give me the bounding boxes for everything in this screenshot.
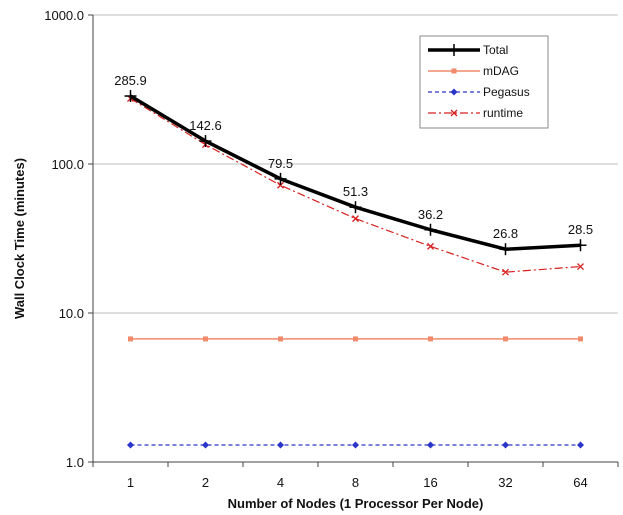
marker-stroke — [427, 242, 434, 250]
data-point-mdag — [578, 336, 583, 342]
x-tick-label: 2 — [202, 475, 209, 490]
legend-marker-mdag — [451, 68, 457, 74]
data-point-total — [574, 239, 587, 252]
data-point-runtime — [502, 268, 509, 276]
y-tick-labels: 1.0 10.0 100.0 1000.0 — [44, 8, 84, 470]
data-point-total — [499, 243, 512, 256]
y-tick-label: 100.0 — [51, 157, 84, 172]
data-label-total: 51.3 — [343, 184, 368, 199]
x-tick-label: 8 — [352, 475, 359, 490]
y-tick-label: 10.0 — [59, 306, 84, 321]
data-label-total: 28.5 — [568, 222, 593, 237]
data-label-total: 285.9 — [114, 73, 147, 88]
data-point-mdag — [203, 336, 208, 342]
y-axis-title: Wall Clock Time (minutes) — [12, 158, 27, 319]
data-point-pegasus — [577, 441, 584, 449]
data-point-mdag — [503, 336, 508, 342]
legend-label-runtime: runtime — [483, 106, 523, 120]
data-labels: 285.9 142.6 79.5 51.3 36.2 26.8 28.5 — [114, 73, 593, 241]
legend: Total mDAG Pegasus runtime — [419, 35, 549, 129]
data-point-pegasus — [127, 441, 134, 449]
data-point-runtime — [577, 263, 584, 271]
marker-stroke — [277, 181, 284, 189]
data-point-mdag — [353, 336, 358, 342]
data-point-total — [349, 201, 362, 214]
data-point-pegasus — [202, 441, 209, 449]
marker-stroke — [577, 263, 584, 271]
legend-label-total: Total — [483, 43, 508, 57]
x-axis-title: Number of Nodes (1 Processor Per Node) — [228, 496, 484, 511]
legend-label-pegasus: Pegasus — [483, 85, 530, 99]
data-label-total: 26.8 — [493, 226, 518, 241]
legend-marker-pegasus — [450, 88, 458, 96]
legend-marker-total — [448, 44, 460, 56]
x-tick-label: 4 — [277, 475, 284, 490]
data-point-total — [274, 172, 287, 185]
data-point-total — [124, 90, 137, 103]
data-point-runtime — [352, 215, 359, 223]
series — [124, 90, 587, 449]
y-tick-label: 1.0 — [66, 455, 84, 470]
data-point-pegasus — [277, 441, 284, 449]
data-label-total: 142.6 — [189, 118, 222, 133]
x-tick-labels: 1 2 4 8 16 32 64 — [127, 475, 588, 490]
x-tick-label: 64 — [573, 475, 587, 490]
y-tick-label: 1000.0 — [44, 8, 84, 23]
data-point-runtime — [277, 181, 284, 189]
data-point-runtime — [427, 242, 434, 250]
data-point-pegasus — [502, 441, 509, 449]
x-tick-label: 16 — [423, 475, 437, 490]
marker-stroke — [502, 268, 509, 276]
data-label-total: 79.5 — [268, 156, 293, 171]
data-point-pegasus — [352, 441, 359, 449]
data-point-total — [199, 135, 212, 148]
series-total — [124, 90, 587, 256]
x-tick-label: 32 — [498, 475, 512, 490]
grid-lines — [93, 14, 618, 314]
series-mdag — [128, 336, 583, 342]
x-tick-label: 1 — [127, 475, 134, 490]
data-point-total — [424, 223, 437, 236]
data-point-pegasus — [427, 441, 434, 449]
axes — [88, 14, 619, 467]
legend-label-mdag: mDAG — [483, 64, 519, 78]
legend-marker-runtime — [450, 109, 458, 117]
series-pegasus — [127, 441, 584, 449]
marker-stroke — [450, 109, 458, 117]
marker-stroke — [352, 215, 359, 223]
data-point-mdag — [428, 336, 433, 342]
data-point-mdag — [278, 336, 283, 342]
data-label-total: 36.2 — [418, 207, 443, 222]
data-point-mdag — [128, 336, 133, 342]
